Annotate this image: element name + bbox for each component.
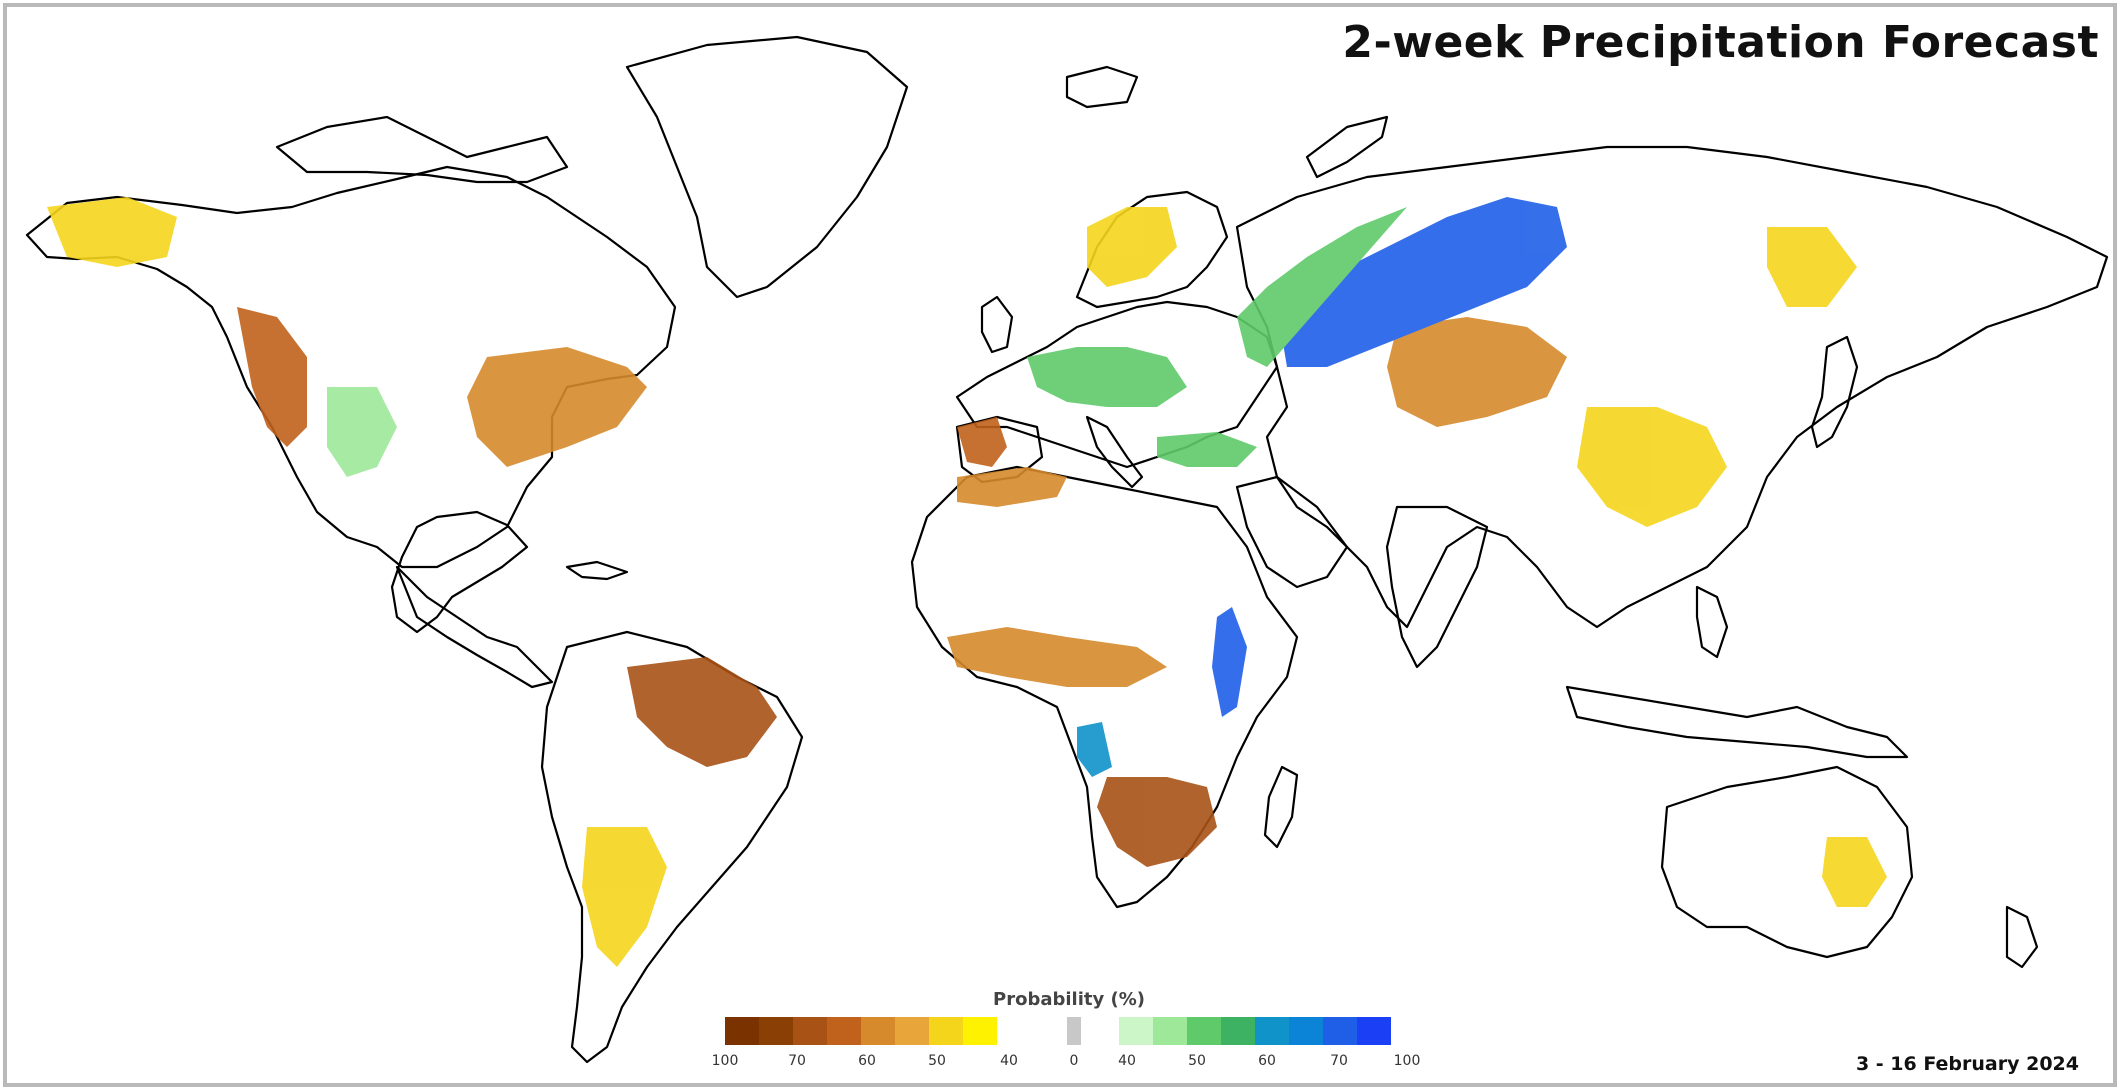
legend-title: Probability (%) [993, 989, 1145, 1010]
dry-area-brazil [627, 657, 777, 767]
legend-swatch-below-50 [929, 1017, 963, 1045]
legend-tick: 100 [711, 1053, 739, 1069]
dry-area-north-africa [957, 467, 1067, 507]
europe-outline [955, 300, 1279, 469]
asia-outline [1235, 145, 2109, 629]
legend-tick: 40 [1118, 1053, 1136, 1069]
precipitation-anomaly-areas [47, 197, 1887, 967]
dry-area-sahel [947, 627, 1167, 687]
legend-swatch-below-60 [861, 1017, 895, 1045]
legend-tick: 70 [788, 1053, 806, 1069]
legend-swatch-below-100 [725, 1017, 759, 1045]
probability-legend: Probability (%) 100 70 60 50 40 0 40 50 [712, 987, 1421, 1069]
madagascar-outline [1263, 765, 1299, 849]
arabia-outline [1235, 475, 1349, 589]
legend-tick: 70 [1330, 1053, 1348, 1069]
italy-outline [1085, 415, 1144, 489]
legend-swatch-below-85 [759, 1017, 793, 1045]
map-frame: 2-week Precipitation Forecast Probabilit… [3, 3, 2117, 1087]
legend-swatch-above-55 [1221, 1017, 1255, 1045]
iberia-outline [955, 415, 1044, 484]
wet-area-angola [1077, 722, 1112, 777]
dry-area-great-lakes [467, 347, 647, 467]
legend-tick: 50 [1188, 1053, 1206, 1069]
legend-swatch-below-55 [895, 1017, 929, 1045]
legend-tick: 0 [1069, 1053, 1079, 1069]
wet-area-east-africa [1212, 607, 1247, 717]
greenland-outline [625, 35, 909, 299]
philippines-outline [1695, 585, 1729, 659]
land-outlines [25, 35, 2109, 1064]
legend-swatch-above-50 [1187, 1017, 1221, 1045]
indonesia-outline [1565, 685, 1909, 759]
wet-area-russia-margin [1237, 207, 1407, 367]
arctic-islands-outline [275, 115, 569, 184]
wet-area-russia [1277, 197, 1567, 367]
legend-swatch-above-65 [1289, 1017, 1323, 1045]
legend-color-bar [725, 1017, 1425, 1045]
legend-tick: 50 [928, 1053, 946, 1069]
map-title: 2-week Precipitation Forecast [1342, 17, 2099, 68]
legend-swatch-above-45 [1153, 1017, 1187, 1045]
uk-outline [980, 295, 1014, 354]
legend-swatch-above-70 [1323, 1017, 1357, 1045]
dry-area-iberia [957, 417, 1007, 467]
north-america-outline [25, 165, 677, 569]
legend-swatch-above-40 [1119, 1017, 1153, 1045]
new-zealand-outline [2005, 905, 2039, 969]
legend-tick: 60 [1258, 1053, 1276, 1069]
dry-area-southern-africa [1097, 777, 1217, 867]
forecast-date-range: 3 - 16 February 2024 [1855, 1053, 2079, 1075]
gulf-mexico-outline [390, 510, 529, 634]
dry-area-siberia [1767, 227, 1857, 307]
legend-tick: 40 [1000, 1053, 1018, 1069]
legend-tick: 60 [858, 1053, 876, 1069]
world-map [25, 35, 2109, 1064]
novaya-zemlya-outline [1305, 115, 1389, 179]
dry-area-west-us [237, 307, 307, 447]
japan-outline [1810, 335, 1859, 449]
wet-area-turkey [1157, 432, 1257, 467]
dry-area-australia [1822, 837, 1887, 907]
dry-area-alaska [47, 197, 177, 267]
cuba-outline [565, 560, 629, 581]
south-america-outline [540, 630, 804, 1064]
dry-area-central-asia [1387, 317, 1567, 427]
legend-swatch-below-65 [827, 1017, 861, 1045]
dry-area-china [1577, 407, 1727, 527]
wet-area-europe [1027, 347, 1187, 407]
legend-swatch-above-60 [1255, 1017, 1289, 1045]
legend-tick: 100 [1393, 1053, 1421, 1069]
legend-swatch-below-70 [793, 1017, 827, 1045]
dry-area-scandinavia [1087, 207, 1177, 287]
dry-area-argentina [582, 827, 667, 967]
wet-area-us-west [327, 387, 397, 477]
legend-swatch-neutral [1067, 1017, 1081, 1045]
legend-swatch-above-100 [1357, 1017, 1391, 1045]
australia-outline [1660, 765, 1914, 959]
iceland-outline [1065, 65, 1139, 109]
legend-swatch-below-40 [963, 1017, 997, 1045]
central-america-outline [395, 565, 554, 689]
india-outline [1385, 505, 1489, 669]
